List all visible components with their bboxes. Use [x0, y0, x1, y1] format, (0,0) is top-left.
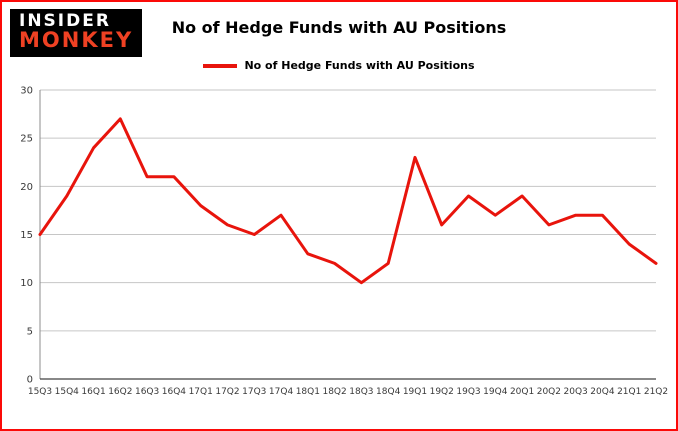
y-tick-label: 15: [20, 230, 33, 241]
x-tick-label: 21Q1: [617, 387, 641, 397]
y-tick-label: 0: [27, 375, 33, 386]
x-tick-label: 20Q1: [510, 387, 534, 397]
x-tick-label: 20Q4: [590, 387, 615, 397]
y-tick-label: 30: [20, 86, 33, 97]
x-tick-label: 18Q4: [376, 387, 401, 397]
x-tick-label: 15Q3: [28, 387, 52, 397]
x-tick-label: 15Q4: [55, 387, 80, 397]
y-tick-label: 25: [20, 134, 33, 145]
x-tick-label: 17Q3: [242, 387, 266, 397]
x-tick-label: 19Q3: [456, 387, 480, 397]
x-tick-label: 19Q1: [403, 387, 427, 397]
x-tick-label: 19Q4: [483, 387, 508, 397]
series-line: [38, 117, 658, 285]
plot-area-wrapper: 0 5 10 15 20 25 30 15Q3 15Q4 16Q1 16Q2 16Q3 16Q4 17Q1…: [4, 78, 674, 429]
logo-line2: MONKEY: [19, 28, 134, 53]
y-tick-label: 10: [20, 278, 33, 289]
x-tick-label: 18Q3: [349, 387, 373, 397]
chart-title: No of Hedge Funds with AU Positions: [171, 18, 507, 37]
insider-monkey-logo: INSIDER MONKEY: [10, 9, 143, 57]
x-tick-label: 17Q4: [269, 387, 294, 397]
x-tick-label: 17Q2: [215, 387, 239, 397]
chart-svg: 0 5 10 15 20 25 30 15Q3 15Q4 16Q1 16Q2 16Q3 16Q4 17Q1…: [20, 86, 668, 398]
x-tick-label: 20Q3: [564, 387, 588, 397]
y-tick-label: 5: [27, 326, 33, 337]
logo-line1: INSIDER: [19, 11, 111, 31]
legend-line-swatch: [203, 63, 238, 68]
x-tick-label: 18Q2: [322, 387, 346, 397]
legend-label: No of Hedge Funds with AU Positions: [244, 59, 475, 72]
x-tick-label: 16Q4: [162, 387, 187, 397]
x-tick-label: 20Q2: [537, 387, 561, 397]
x-tick-label: 16Q1: [81, 387, 105, 397]
x-tick-label: 21Q2: [644, 387, 668, 397]
x-tick-label: 17Q1: [189, 387, 213, 397]
x-tick-label: 16Q2: [108, 387, 132, 397]
x-tick-label: 18Q1: [296, 387, 320, 397]
y-tick-label: 20: [20, 182, 33, 193]
chart-legend: No of Hedge Funds with AU Positions: [2, 59, 676, 72]
x-tick-label: 19Q2: [430, 387, 454, 397]
x-tick-label: 16Q3: [135, 387, 159, 397]
